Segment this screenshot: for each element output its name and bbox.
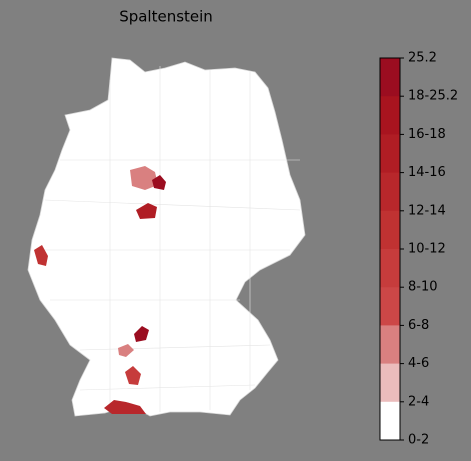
colorbar-tick-label: 18-25.2 (408, 89, 458, 104)
colorbar-band (380, 134, 400, 174)
colorbar-tick-label: 10-12 (408, 242, 446, 257)
country-outline (27, 57, 306, 417)
colorbar-band (380, 58, 400, 97)
region (104, 400, 146, 414)
region (125, 366, 141, 385)
germany-map (27, 57, 306, 417)
colorbar-band (380, 172, 400, 212)
colorbar-band (380, 210, 400, 250)
region (136, 203, 157, 219)
map-title: Spaltenstein (119, 8, 213, 26)
colorbar-band (380, 401, 400, 441)
colorbar-tick-label: 2-4 (408, 394, 429, 409)
colorbar-tick-label: 12-14 (408, 203, 446, 218)
region (130, 166, 158, 190)
colorbar: 25.2 18-25.2 16-18 14-16 12-14 10-12 8-10 6-8 4-… (379, 51, 458, 448)
colorbar-tick-label: 4-6 (408, 356, 429, 371)
colorbar-band (380, 325, 400, 365)
region (34, 245, 48, 266)
colorbar-band (380, 287, 400, 326)
colorbar-band (380, 249, 400, 288)
region-borders (35, 66, 301, 412)
colorbar-tick-label: 6-8 (408, 318, 429, 333)
region (134, 326, 149, 342)
colorbar-tick-label: 25.2 (408, 51, 437, 66)
colorbar-tick-label: 8-10 (408, 280, 438, 295)
colorbar-band (380, 363, 400, 403)
colorbar-tick-label: 0-2 (408, 433, 429, 448)
region (152, 175, 166, 190)
colorbar-tick-label: 16-18 (408, 127, 446, 142)
colorbar-band (380, 96, 400, 135)
region (118, 344, 134, 357)
colorbar-tick-label: 14-16 (408, 165, 446, 180)
